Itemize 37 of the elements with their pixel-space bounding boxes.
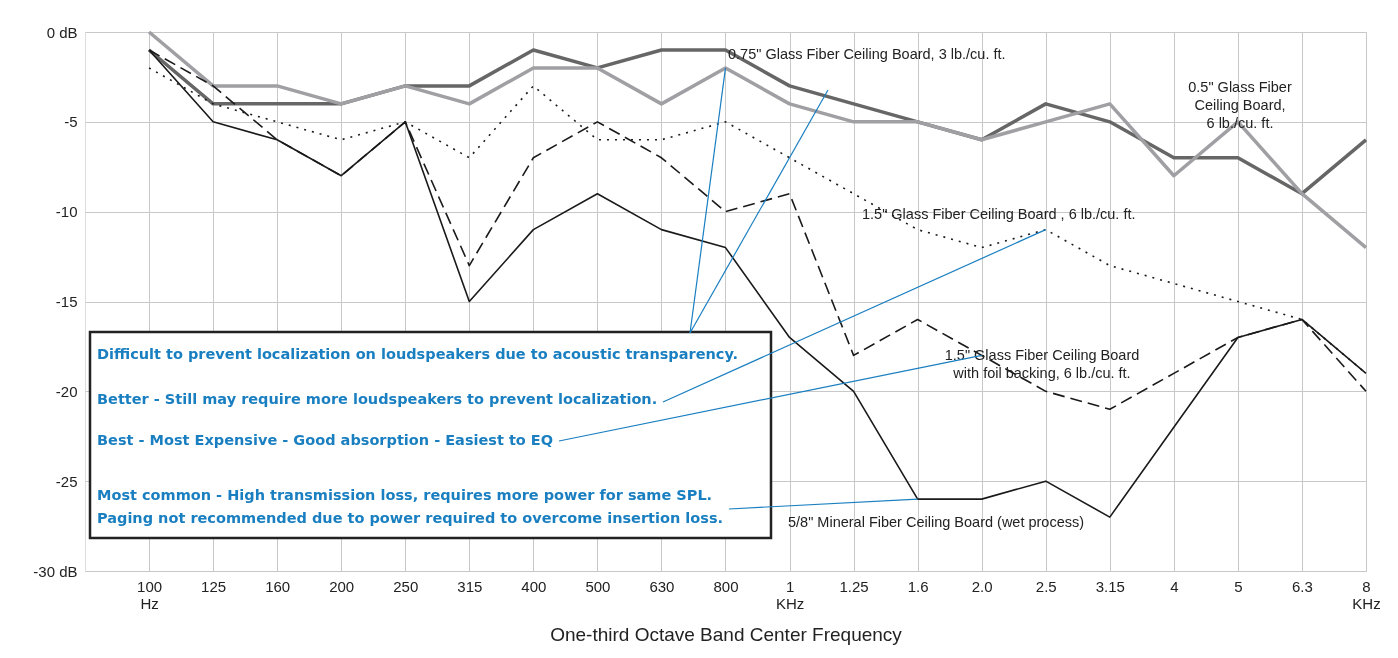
x-tick-label: 1 KHz xyxy=(775,577,805,612)
y-tick-label: -30 dB xyxy=(33,562,78,580)
x-tick-label: 100 Hz xyxy=(137,577,163,612)
x-tick-label: 2.5 xyxy=(1035,577,1057,595)
x-tick-label: 200 xyxy=(329,577,355,595)
x-tick-label: 250 xyxy=(393,577,419,595)
annotation: Difficult to prevent localization on loudspeakers due to acoustic transparency. xyxy=(97,346,739,362)
x-tick-label: 630 xyxy=(649,577,675,595)
x-tick-label: 3.15 xyxy=(1095,577,1125,595)
x-tick-label: 800 xyxy=(713,577,739,595)
annotation: Better - Still may require more loudspeakers to prevent localization. xyxy=(97,391,658,407)
y-tick-label: -25 xyxy=(55,472,78,490)
x-tick-label: 1.6 xyxy=(907,577,929,595)
x-tick-label: 6.3 xyxy=(1292,577,1313,595)
x-tick-label: 1.25 xyxy=(839,577,869,595)
y-tick-label: -20 xyxy=(55,382,78,400)
annotation: Most common - High transmission loss, requires more power for same SPL. Paging not recommended due to power required to overcome insertion loss. xyxy=(97,487,724,526)
x-tick-label: 315 xyxy=(457,577,483,595)
y-tick-label: -10 xyxy=(55,203,78,221)
line-series xyxy=(147,30,1368,250)
y-tick-label: -15 xyxy=(55,293,78,310)
annotation: Best - Most Expensive - Good absorption - Easiest to EQ xyxy=(97,432,554,448)
x-tick-label: 500 xyxy=(585,577,611,595)
x-axis-title: One-third Octave Band Center Frequency xyxy=(550,623,903,645)
x-tick-label: 400 xyxy=(521,577,547,595)
annotation: 5/8" Mineral Fiber Ceiling Board (wet process) xyxy=(788,514,1085,530)
annotation: 1.5" Glass Fiber Ceiling Board , 6 lb./cu. ft. xyxy=(862,206,1136,222)
x-tick-label: 4 xyxy=(1170,577,1179,595)
annotation: 1.5" Glass Fiber Ceiling Board with foil backing, 6 lb./cu. ft. xyxy=(944,347,1140,381)
x-tick-label: 2.0 xyxy=(971,577,993,595)
y-tick-label: 0 dB xyxy=(46,23,78,41)
y-tick-label: -5 xyxy=(64,113,78,131)
x-tick-label: 8 KHz xyxy=(1352,577,1381,612)
annotation: 0.5" Glass Fiber Ceiling Board, 6 lb./cu. ft. xyxy=(1188,79,1292,131)
x-tick-label: 125 xyxy=(201,577,227,595)
x-tick-label: 160 xyxy=(265,577,291,595)
x-tick-label: 5 xyxy=(1234,577,1243,595)
